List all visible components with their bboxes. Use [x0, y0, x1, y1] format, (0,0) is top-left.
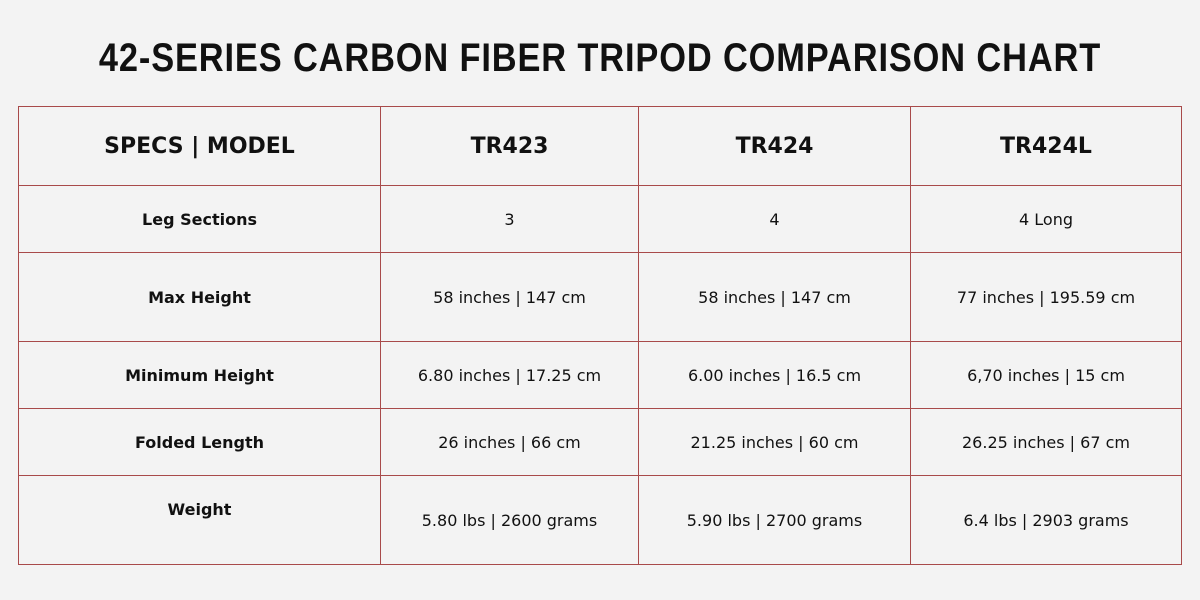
row-label: Leg Sections [18, 185, 381, 253]
cell: 26 inches | 66 cm [380, 408, 639, 476]
header-cell: TR423 [380, 106, 639, 186]
cell: 58 inches | 147 cm [638, 252, 911, 342]
row-label: Minimum Height [18, 341, 381, 409]
cell: 6.4 lbs | 2903 grams [910, 475, 1182, 565]
cell: 5.80 lbs | 2600 grams [380, 475, 639, 565]
cell: 4 [638, 185, 911, 253]
cell: 77 inches | 195.59 cm [910, 252, 1182, 342]
cell: 6.00 inches | 16.5 cm [638, 341, 911, 409]
cell: 26.25 inches | 67 cm [910, 408, 1182, 476]
cell: 5.90 lbs | 2700 grams [638, 475, 911, 565]
cell: 4 Long [910, 185, 1182, 253]
header-cell: SPECS | MODEL [18, 106, 381, 186]
row-label: Weight [18, 475, 381, 565]
cell: 58 inches | 147 cm [380, 252, 639, 342]
cell: 6,70 inches | 15 cm [910, 341, 1182, 409]
header-cell: TR424 [638, 106, 911, 186]
header-cell: TR424L [910, 106, 1182, 186]
row-label: Max Height [18, 252, 381, 342]
cell: 21.25 inches | 60 cm [638, 408, 911, 476]
title: 42-SERIES CARBON FIBER TRIPOD COMPARISON… [98, 36, 1102, 80]
row-label: Folded Length [18, 408, 381, 476]
cell: 3 [380, 185, 639, 253]
cell: 6.80 inches | 17.25 cm [380, 341, 639, 409]
